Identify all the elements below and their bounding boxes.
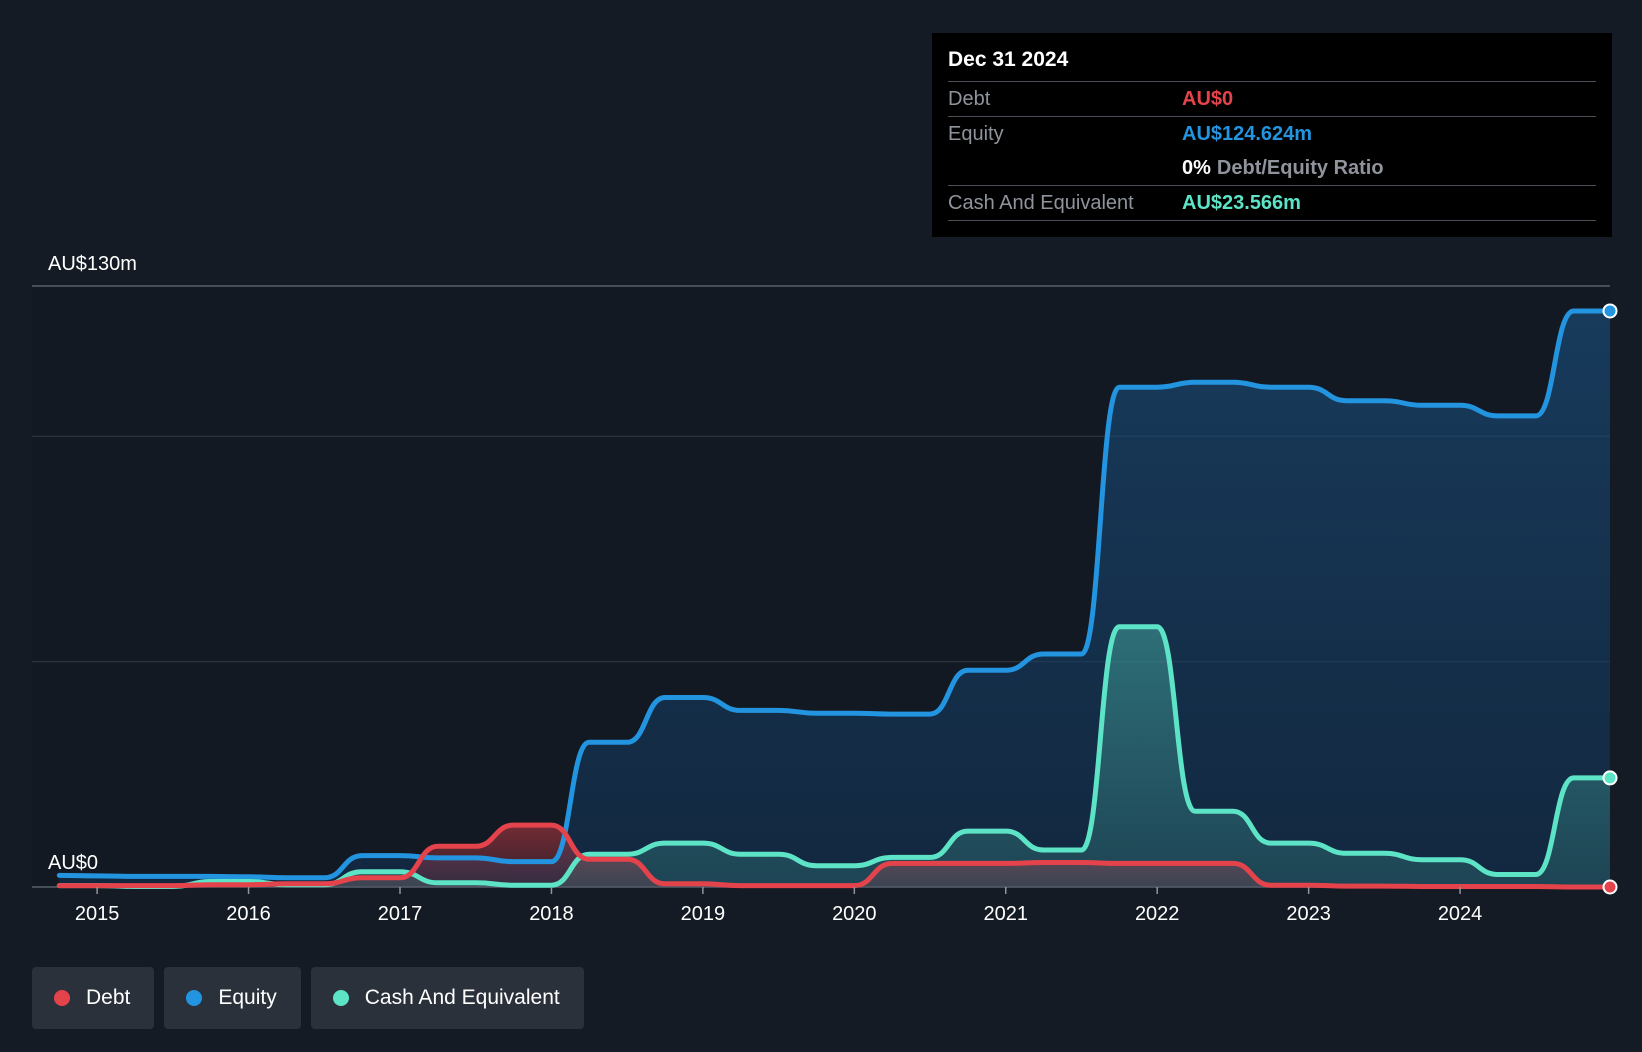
tooltip-ratio-value: 0% [1182,157,1211,179]
tooltip-ratio-label: Debt/Equity Ratio [1216,157,1384,179]
legend-item-cash[interactable]: Cash And Equivalent [310,967,584,1029]
tooltip-ratio-row: 0% Debt/Equity Ratio [948,151,1596,186]
legend-item-equity[interactable]: Equity [164,967,301,1029]
legend-label-cash: Cash And Equivalent [364,986,560,1009]
equity-line [56,308,1613,881]
tooltip-debt-label: Debt [948,88,991,110]
equity-dot-icon [186,990,203,1006]
legend-label-debt: Debt [86,986,131,1009]
debt-area [59,825,1610,887]
tooltip-cash-row: Cash And Equivalent AU$23.566m [948,186,1596,221]
tooltip-cash-value: AU$23.566m [1182,192,1301,214]
y-axis-top-label: AU$130m [48,253,137,275]
chart-legend: Debt Equity Cash And Equivalent [32,967,584,1029]
x-tick-label: 2020 [832,903,877,925]
legend-item-debt[interactable]: Debt [32,967,155,1029]
series-areas [59,311,1610,887]
x-tick-label: 2023 [1286,903,1331,925]
tooltip-debt-value: AU$0 [1182,88,1234,110]
y-axis-bottom-label: AU$0 [48,852,98,874]
x-axis-ticks: 2015 2016 2017 2018 2019 2020 2021 2022 2023 2024 [75,887,1482,925]
x-tick-label: 2016 [226,903,271,925]
legend-label-equity: Equity [218,986,277,1009]
tooltip-cash-label: Cash And Equivalent [948,192,1134,214]
debt-end-marker [1602,879,1618,895]
tooltip-equity-label: Equity [948,123,1004,145]
x-tick-label: 2017 [378,903,423,925]
series-lines [56,308,1613,890]
cash-end-marker [1602,770,1618,786]
equity-area [59,311,1610,887]
tooltip-debt-row: Debt AU$0 [948,82,1596,117]
end-markers [1602,303,1618,895]
cash-area [59,626,1610,887]
x-tick-label: 2024 [1438,903,1483,925]
x-tick-label: 2018 [529,903,574,925]
tooltip-date: Dec 31 2024 [948,45,1596,82]
tooltip-equity-value: AU$124.624m [1182,123,1313,145]
x-tick-label: 2019 [681,903,726,925]
x-tick-label: 2015 [75,903,120,925]
x-tick-label: 2021 [984,903,1029,925]
debt-dot-icon [54,990,70,1006]
hover-tooltip: Dec 31 2024 Debt AU$0 Equity AU$124.624m… [932,33,1612,237]
tooltip-equity-row: Equity AU$124.624m [948,117,1596,151]
x-tick-label: 2022 [1135,903,1180,925]
equity-end-marker [1602,303,1618,319]
debt-line [56,822,1613,890]
cash-dot-icon [332,990,349,1006]
